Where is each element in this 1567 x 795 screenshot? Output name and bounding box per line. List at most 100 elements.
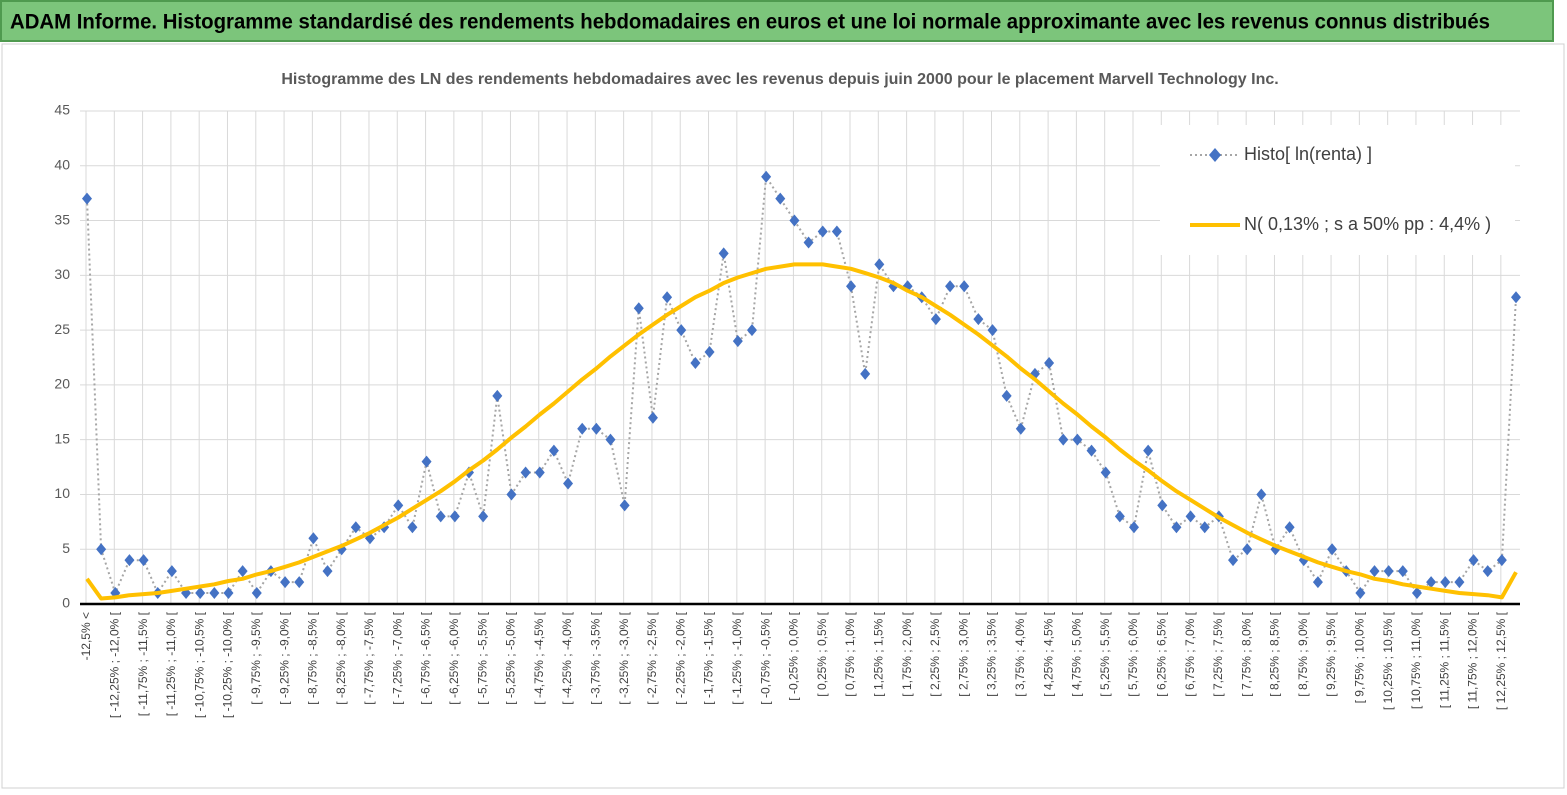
x-tick-label: [ -8,75% ; -8,5% [ xyxy=(306,611,320,704)
marker xyxy=(718,247,729,260)
marker xyxy=(1001,389,1012,402)
x-tick-label: [ 0,75% ; 1,0% [ xyxy=(843,611,857,696)
marker xyxy=(577,422,588,435)
x-tick-label: [ -7,75% ; -7,5% [ xyxy=(362,611,376,704)
marker xyxy=(534,466,545,479)
y-tick-label: 25 xyxy=(54,321,70,337)
marker xyxy=(1397,565,1408,578)
title-bar xyxy=(0,0,1554,42)
marker xyxy=(676,324,687,337)
x-tick-label: [ 1,25% ; 1,5% [ xyxy=(871,611,885,696)
x-tick-label: [ 9,25% ; 9,5% [ xyxy=(1324,611,1338,696)
y-tick-label: 45 xyxy=(54,102,70,118)
x-tick-label: [ -5,75% ; -5,5% [ xyxy=(475,611,489,704)
marker xyxy=(846,280,857,293)
x-tick-label: [ -6,25% ; -6,0% [ xyxy=(447,611,461,704)
marker xyxy=(322,565,333,578)
marker xyxy=(1355,587,1366,600)
marker xyxy=(1171,521,1182,534)
marker xyxy=(789,214,800,227)
marker xyxy=(1143,444,1154,457)
marker xyxy=(124,554,135,567)
x-tick-label: [ -0,25% ; 0,0% [ xyxy=(787,611,801,700)
marker xyxy=(732,335,743,348)
marker xyxy=(407,521,418,534)
x-tick-label: [ -4,25% ; -4,0% [ xyxy=(560,611,574,704)
marker xyxy=(775,192,786,205)
x-tick-label: [ -8,25% ; -8,0% [ xyxy=(334,611,348,704)
x-tick-label: [ 10,75% ; 11,0% [ xyxy=(1409,611,1423,709)
x-tick-label: [ -9,75% ; -9,5% [ xyxy=(249,611,263,704)
marker xyxy=(1044,356,1055,369)
chart-frame xyxy=(1,43,1565,789)
marker xyxy=(1327,543,1338,556)
y-tick-label: 0 xyxy=(62,595,70,611)
x-tick-label: [ 8,75% ; 9,0% [ xyxy=(1296,611,1310,696)
x-tick-label: [ 8,25% ; 8,5% [ xyxy=(1268,611,1282,696)
x-tick-label: [ 7,75% ; 8,0% [ xyxy=(1239,611,1253,696)
marker xyxy=(393,499,404,512)
marker xyxy=(945,280,956,293)
marker xyxy=(223,587,234,600)
marker xyxy=(350,521,361,534)
x-tick-label: [ -2,25% ; -2,0% [ xyxy=(673,611,687,704)
x-tick-label: [ 7,25% ; 7,5% [ xyxy=(1211,611,1225,696)
marker xyxy=(1426,576,1437,589)
x-tick-label: [ 0,25% ; 0,5% [ xyxy=(815,611,829,696)
y-tick-label: 35 xyxy=(54,211,70,227)
x-tick-label: [ 4,25% ; 4,5% [ xyxy=(1041,611,1055,696)
marker xyxy=(492,389,503,402)
legend-label: Histo[ ln(renta) ] xyxy=(1244,144,1372,164)
marker xyxy=(520,466,531,479)
marker xyxy=(209,587,220,600)
x-tick-label: [ -3,75% ; -3,5% [ xyxy=(589,611,603,704)
marker xyxy=(1199,521,1210,534)
marker xyxy=(280,576,291,589)
page-title: ADAM Informe. Histogramme standardisé de… xyxy=(10,11,1490,34)
x-tick-label: [ 6,25% ; 6,5% [ xyxy=(1154,611,1168,696)
marker xyxy=(1242,543,1253,556)
legend-box xyxy=(1160,125,1515,255)
x-tick-label: [ 6,75% ; 7,0% [ xyxy=(1183,611,1197,696)
marker xyxy=(1086,444,1097,457)
marker xyxy=(973,313,984,326)
x-tick-label: [ -3,25% ; -3,0% [ xyxy=(617,611,631,704)
marker xyxy=(1100,466,1111,479)
legend-label: N( 0,13% ; s a 50% pp : 4,4% ) xyxy=(1244,214,1491,234)
x-tick-label: [ -10,75% ; -10,5% [ xyxy=(192,611,206,718)
x-tick-label: [ 11,75% ; 12,0% [ xyxy=(1466,611,1480,709)
marker xyxy=(1157,499,1168,512)
marker xyxy=(435,510,446,523)
x-tick-label: [ 2,75% ; 3,0% [ xyxy=(956,611,970,696)
x-tick-label: [ -5,25% ; -5,0% [ xyxy=(504,611,518,704)
x-tick-label: [ 12,25% ; 12,5% [ xyxy=(1494,611,1508,710)
marker xyxy=(195,587,206,600)
x-tick-label: [ -6,75% ; -6,5% [ xyxy=(419,611,433,704)
marker xyxy=(1369,565,1380,578)
x-tick-label: [ 11,25% ; 11,5% [ xyxy=(1437,611,1451,708)
y-tick-label: 30 xyxy=(54,266,70,282)
marker xyxy=(237,565,248,578)
x-tick-label: [ -0,75% ; -0,5% [ xyxy=(758,611,772,704)
marker xyxy=(421,455,432,468)
marker xyxy=(1496,554,1507,567)
marker xyxy=(96,543,107,556)
marker xyxy=(690,356,701,369)
legend-marker xyxy=(1209,148,1221,162)
marker xyxy=(1482,565,1493,578)
x-tick-label: [ -4,75% ; -4,5% [ xyxy=(532,611,546,704)
marker xyxy=(633,302,644,315)
marker xyxy=(1058,433,1069,446)
marker xyxy=(308,532,319,545)
marker xyxy=(746,324,757,337)
x-tick-label: [ 3,25% ; 3,5% [ xyxy=(985,611,999,696)
marker xyxy=(803,236,814,249)
x-tick-label: [ -1,25% ; -1,0% [ xyxy=(730,611,744,704)
marker xyxy=(478,510,489,523)
marker xyxy=(619,499,630,512)
x-tick-label: -12,5% < xyxy=(79,612,93,660)
marker xyxy=(860,367,871,380)
x-tick-label: [ -1,75% ; -1,5% [ xyxy=(702,611,716,704)
marker xyxy=(959,280,970,293)
